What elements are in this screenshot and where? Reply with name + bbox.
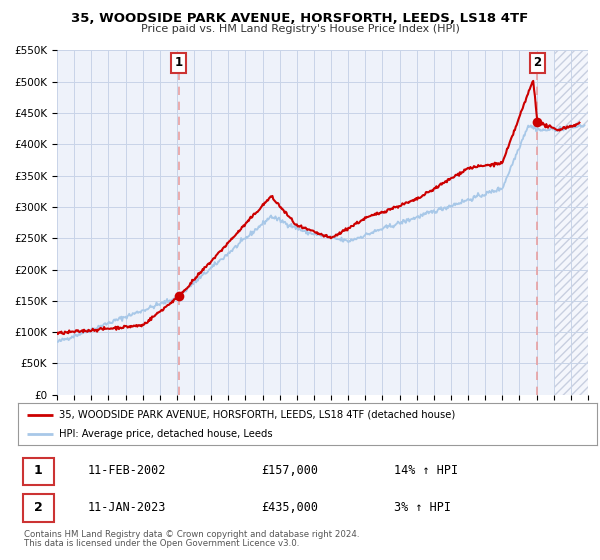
- Text: £157,000: £157,000: [261, 464, 318, 478]
- Text: 3% ↑ HPI: 3% ↑ HPI: [394, 501, 451, 514]
- Text: 11-JAN-2023: 11-JAN-2023: [88, 501, 166, 514]
- Text: HPI: Average price, detached house, Leeds: HPI: Average price, detached house, Leed…: [59, 429, 272, 439]
- Bar: [554, 50, 588, 395]
- FancyBboxPatch shape: [23, 494, 55, 522]
- Text: Contains HM Land Registry data © Crown copyright and database right 2024.: Contains HM Land Registry data © Crown c…: [24, 530, 359, 539]
- Text: 11-FEB-2002: 11-FEB-2002: [88, 464, 166, 478]
- Text: 1: 1: [175, 57, 182, 69]
- Text: 35, WOODSIDE PARK AVENUE, HORSFORTH, LEEDS, LS18 4TF (detached house): 35, WOODSIDE PARK AVENUE, HORSFORTH, LEE…: [59, 409, 455, 419]
- Text: Price paid vs. HM Land Registry's House Price Index (HPI): Price paid vs. HM Land Registry's House …: [140, 24, 460, 34]
- Text: This data is licensed under the Open Government Licence v3.0.: This data is licensed under the Open Gov…: [24, 539, 299, 548]
- Text: 1: 1: [34, 464, 43, 478]
- FancyBboxPatch shape: [23, 458, 55, 486]
- Text: 2: 2: [533, 57, 542, 69]
- Text: 2: 2: [34, 501, 43, 514]
- Bar: [554, 50, 588, 395]
- Text: £435,000: £435,000: [261, 501, 318, 514]
- Text: 14% ↑ HPI: 14% ↑ HPI: [394, 464, 458, 478]
- Bar: [554, 50, 588, 395]
- Text: 35, WOODSIDE PARK AVENUE, HORSFORTH, LEEDS, LS18 4TF: 35, WOODSIDE PARK AVENUE, HORSFORTH, LEE…: [71, 12, 529, 25]
